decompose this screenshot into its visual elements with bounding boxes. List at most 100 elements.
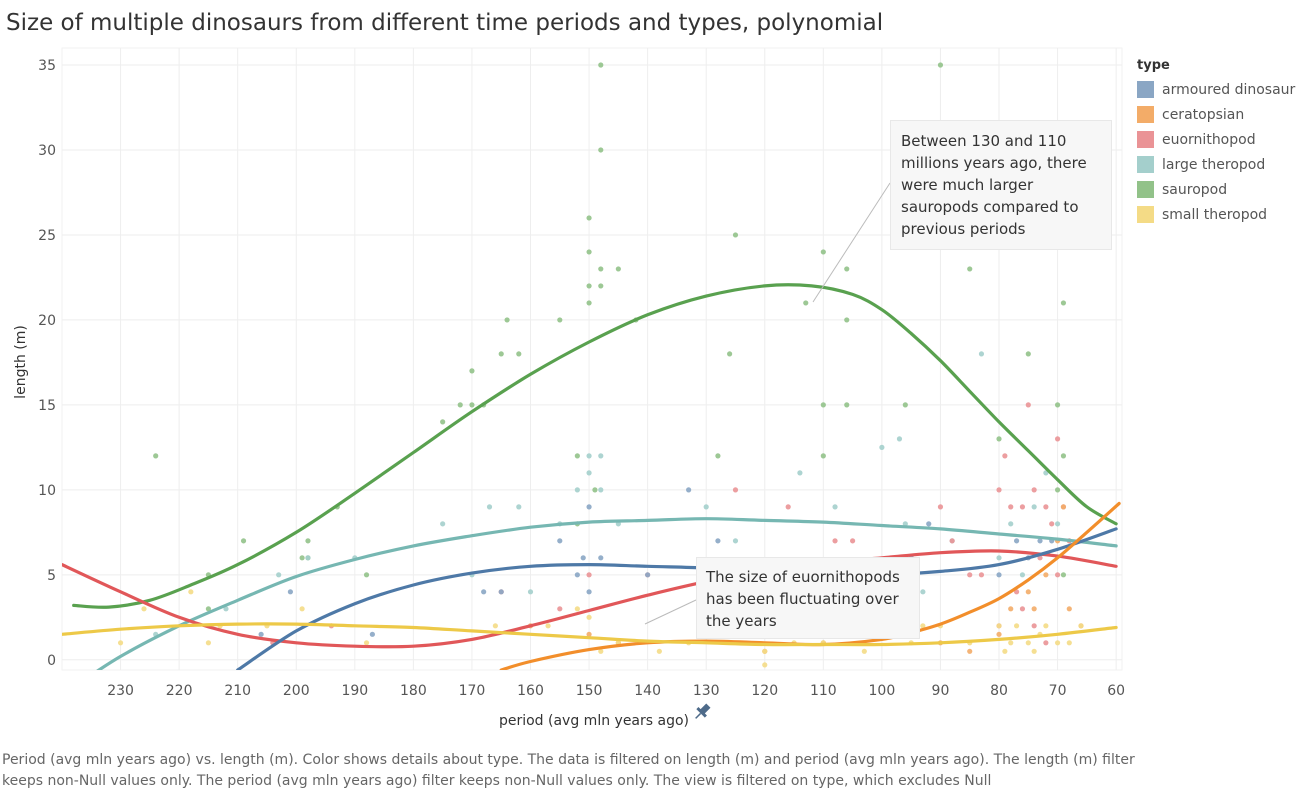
data-point[interactable] — [258, 631, 264, 637]
data-point[interactable] — [1013, 538, 1020, 544]
data-point[interactable] — [1054, 436, 1061, 442]
data-point[interactable] — [598, 266, 604, 272]
data-point[interactable] — [937, 504, 944, 510]
data-point[interactable] — [598, 62, 604, 68]
data-point[interactable] — [820, 402, 826, 408]
data-point[interactable] — [516, 504, 522, 510]
data-point[interactable] — [440, 521, 446, 527]
legend-item-small-theropod[interactable]: small theropod — [1137, 202, 1311, 227]
data-point[interactable] — [469, 368, 475, 374]
data-point[interactable] — [978, 572, 985, 578]
data-point[interactable] — [369, 631, 375, 637]
data-point[interactable] — [844, 402, 850, 408]
data-point[interactable] — [1025, 351, 1031, 357]
data-point[interactable] — [586, 504, 592, 510]
data-point[interactable] — [1025, 589, 1031, 595]
data-point[interactable] — [504, 317, 510, 323]
data-point[interactable] — [1031, 623, 1037, 629]
data-point[interactable] — [967, 648, 973, 654]
data-point[interactable] — [516, 351, 522, 357]
data-point[interactable] — [457, 402, 463, 408]
data-point[interactable] — [1002, 648, 1008, 654]
data-point[interactable] — [363, 640, 370, 646]
data-point[interactable] — [1037, 538, 1043, 544]
data-point[interactable] — [785, 504, 791, 510]
data-point[interactable] — [586, 572, 592, 578]
data-point[interactable] — [545, 623, 551, 629]
data-point[interactable] — [574, 453, 580, 459]
data-point[interactable] — [732, 487, 739, 493]
data-point[interactable] — [1031, 648, 1037, 654]
data-point[interactable] — [1060, 572, 1067, 578]
data-point[interactable] — [920, 623, 926, 629]
scatter-chart[interactable]: 0 5 10 15 20 25 30 35 230 220 210 200 190 180 170 160 1… — [0, 0, 1311, 745]
data-point[interactable] — [1008, 640, 1014, 646]
legend-item-armoured-dinosaur[interactable]: armoured dinosaur — [1137, 77, 1311, 102]
data-point[interactable] — [574, 572, 580, 578]
data-point[interactable] — [1066, 606, 1072, 612]
data-point[interactable] — [1031, 606, 1037, 612]
data-point[interactable] — [586, 614, 592, 620]
data-point[interactable] — [1060, 453, 1067, 459]
sauropod-trend-line[interactable] — [72, 283, 1118, 609]
data-point[interactable] — [715, 453, 721, 459]
data-point[interactable] — [996, 572, 1002, 578]
data-point[interactable] — [1066, 640, 1072, 646]
data-point[interactable] — [832, 538, 838, 544]
data-point[interactable] — [598, 453, 604, 459]
data-point[interactable] — [1031, 487, 1037, 493]
data-point[interactable] — [598, 147, 604, 153]
data-point[interactable] — [1060, 300, 1067, 306]
data-point[interactable] — [598, 648, 604, 654]
data-point[interactable] — [1060, 504, 1067, 510]
data-point[interactable] — [492, 623, 498, 629]
data-point[interactable] — [574, 606, 580, 612]
legend-item-ceratopsian[interactable]: ceratopsian — [1137, 102, 1311, 127]
data-point[interactable] — [557, 606, 563, 612]
data-point[interactable] — [481, 589, 487, 595]
data-point[interactable] — [586, 249, 592, 255]
data-point[interactable] — [205, 640, 212, 646]
data-point[interactable] — [1019, 572, 1026, 578]
data-point[interactable] — [1008, 521, 1014, 527]
data-point[interactable] — [141, 606, 147, 612]
data-point[interactable] — [486, 504, 493, 510]
data-point[interactable] — [1002, 453, 1008, 459]
data-point[interactable] — [844, 266, 850, 272]
data-point[interactable] — [299, 555, 305, 561]
data-point[interactable] — [896, 436, 903, 442]
data-point[interactable] — [762, 648, 768, 654]
data-point[interactable] — [223, 606, 229, 612]
data-point[interactable] — [1031, 504, 1037, 510]
data-point[interactable] — [727, 351, 733, 357]
data-point[interactable] — [598, 555, 604, 561]
data-point[interactable] — [205, 606, 212, 612]
data-point[interactable] — [732, 538, 739, 544]
data-point[interactable] — [1049, 521, 1055, 527]
data-point[interactable] — [996, 436, 1002, 442]
data-point[interactable] — [498, 351, 504, 357]
data-point[interactable] — [797, 470, 803, 476]
data-point[interactable] — [1054, 402, 1061, 408]
data-point[interactable] — [820, 453, 826, 459]
data-point[interactable] — [305, 538, 311, 544]
data-point[interactable] — [1025, 640, 1031, 646]
data-point[interactable] — [440, 419, 446, 425]
data-point[interactable] — [586, 283, 592, 289]
data-point[interactable] — [580, 555, 586, 561]
data-point[interactable] — [967, 572, 973, 578]
data-point[interactable] — [715, 538, 721, 544]
data-point[interactable] — [188, 589, 194, 595]
data-point[interactable] — [363, 572, 370, 578]
data-point[interactable] — [1054, 640, 1061, 646]
data-point[interactable] — [586, 589, 592, 595]
data-point[interactable] — [615, 266, 621, 272]
euornithopod-trend-line[interactable] — [62, 549, 1118, 649]
data-point[interactable] — [703, 504, 709, 510]
data-point[interactable] — [902, 402, 908, 408]
data-point[interactable] — [937, 62, 944, 68]
data-point[interactable] — [586, 631, 592, 637]
data-point[interactable] — [586, 300, 592, 306]
data-point[interactable] — [732, 232, 739, 238]
data-point[interactable] — [117, 640, 124, 646]
